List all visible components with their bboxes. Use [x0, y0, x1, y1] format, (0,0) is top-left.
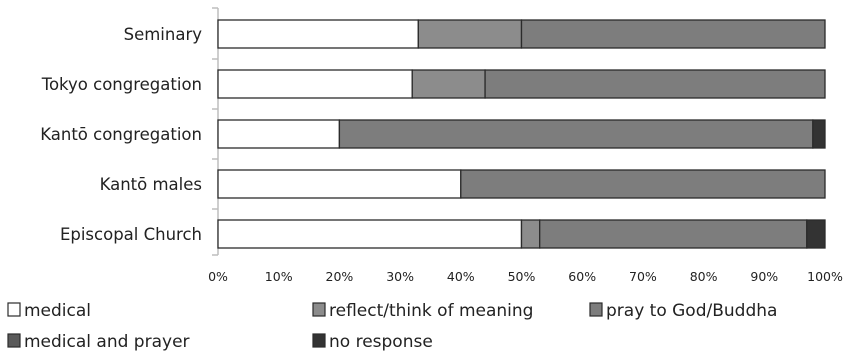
x-tick-label: 90%	[750, 269, 778, 284]
x-tick-label: 30%	[386, 269, 414, 284]
bar-segment-medical	[217, 69, 413, 99]
x-tick-label: 100%	[807, 269, 843, 284]
bar-segment-medical	[217, 219, 523, 249]
legend-label-pray-to-god-buddha: pray to God/Buddha	[606, 301, 777, 321]
x-tick-label: 60%	[568, 269, 596, 284]
legend-label-no-response: no response	[329, 332, 433, 352]
bar-segment-pray-to-god-buddha	[338, 119, 814, 149]
legend-swatch-pray-to-god-buddha	[589, 302, 603, 317]
category-label: Tokyo congregation	[41, 75, 202, 94]
legend-swatch-medical-and-prayer	[7, 333, 21, 348]
bar-segment-medical	[217, 169, 462, 199]
legend-swatch-medical	[7, 302, 21, 317]
bar-segment-pray-to-god-buddha	[520, 19, 826, 49]
x-tick-label: 80%	[690, 269, 718, 284]
bar-segment-no-response	[812, 119, 826, 149]
bar-segment-no-response	[806, 219, 826, 249]
x-tick-label: 20%	[326, 269, 354, 284]
bar-segment-pray-to-god-buddha	[539, 219, 808, 249]
legend-swatch-reflect-think-of-meaning	[312, 302, 326, 317]
bar-segment-medical	[217, 119, 341, 149]
x-tick-label: 40%	[447, 269, 475, 284]
legend-label-medical-and-prayer: medical and prayer	[24, 332, 190, 352]
category-label: Kantō congregation	[40, 125, 202, 144]
bar-segment-medical	[217, 19, 419, 49]
x-tick-label: 50%	[508, 269, 536, 284]
bar-segment-reflect-think-of-meaning	[520, 219, 541, 249]
x-tick-label: 70%	[629, 269, 657, 284]
legend-label-reflect-think-of-meaning: reflect/think of meaning	[329, 301, 533, 321]
bar-segment-pray-to-god-buddha	[460, 169, 826, 199]
bar-segment-reflect-think-of-meaning	[411, 69, 486, 99]
x-tick-label: 10%	[265, 269, 293, 284]
category-label: Episcopal Church	[60, 225, 202, 244]
bar-segment-reflect-think-of-meaning	[417, 19, 523, 49]
legend-swatch-no-response	[312, 333, 326, 348]
category-label: Kantō males	[100, 175, 202, 194]
category-label: Seminary	[124, 25, 203, 44]
x-tick-label: 0%	[208, 269, 228, 284]
bar-segment-pray-to-god-buddha	[484, 69, 826, 99]
legend-label-medical: medical	[24, 301, 91, 321]
